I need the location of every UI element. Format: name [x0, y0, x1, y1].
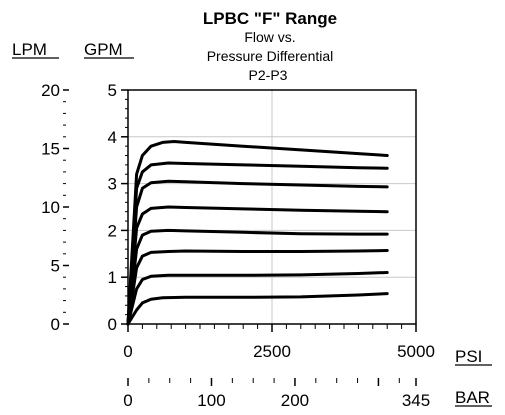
x2-tick-label: 200 [281, 391, 309, 410]
series-line-2 [126, 271, 389, 326]
y-tick-label: 5 [108, 81, 117, 100]
series-line-3 [126, 249, 389, 326]
y2-axis-label: LPM [12, 40, 47, 59]
y2-tick-label: 15 [41, 140, 60, 159]
y-tick-label: 2 [108, 221, 117, 240]
y-tick-label: 3 [108, 175, 117, 194]
chart-subtitle-line-2: Pressure Differential [207, 48, 334, 64]
y-tick-label: 4 [108, 128, 117, 147]
y2-tick-label: 20 [41, 81, 60, 100]
x2-tick-label: 345 [402, 391, 430, 410]
y-tick-label: 1 [108, 268, 117, 287]
x2-tick-label: 0 [123, 391, 132, 410]
chart-title: LPBC "F" Range [203, 9, 337, 28]
x-tick-label: 0 [123, 342, 132, 361]
y2-tick-label: 0 [51, 315, 60, 334]
series-line-6 [126, 179, 389, 326]
y-axis-label: GPM [84, 40, 123, 59]
series-line-8 [126, 140, 389, 326]
x-tick-label: 2500 [253, 342, 291, 361]
x-tick-label: 5000 [397, 342, 435, 361]
series-line-1 [126, 292, 389, 326]
series-line-4 [126, 228, 389, 326]
chart-subtitle-line-3: P2-P3 [249, 67, 288, 83]
y2-tick-label: 5 [51, 257, 60, 276]
x2-axis-label: BAR [455, 388, 490, 407]
y2-tick-label: 10 [41, 198, 60, 217]
y-tick-label: 0 [108, 315, 117, 334]
x-axis-label: PSI [455, 347, 482, 366]
x2-tick-label: 100 [197, 391, 225, 410]
chart-subtitle-line-1: Flow vs. [244, 29, 295, 45]
series-line-5 [126, 205, 389, 326]
series-line-7 [126, 161, 389, 326]
